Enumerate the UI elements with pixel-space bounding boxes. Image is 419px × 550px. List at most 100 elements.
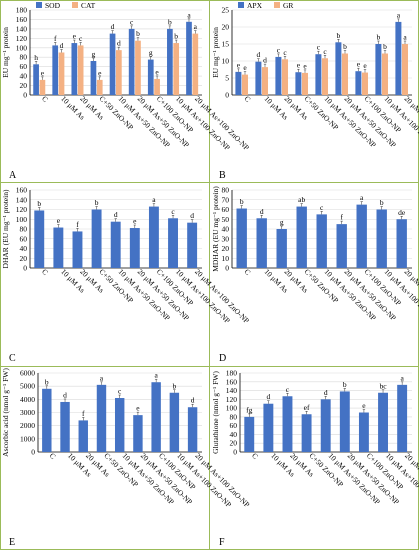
bar (358, 412, 369, 452)
significance-label: b (172, 381, 176, 390)
bar (402, 44, 408, 95)
bar (154, 78, 160, 95)
y-tick-label: 80 (230, 412, 238, 421)
y-tick-label: 6000 (20, 369, 35, 378)
significance-label: ab (298, 195, 305, 204)
bar (315, 54, 322, 95)
significance-label: f (340, 213, 343, 222)
bar (114, 398, 125, 452)
bar (96, 79, 103, 95)
legend-label: CAT (81, 1, 96, 10)
bar (397, 384, 408, 452)
y-tick-label: 160 (226, 377, 238, 386)
significance-label: c (320, 203, 324, 212)
significance-label: e (363, 61, 367, 70)
bar (275, 56, 282, 95)
bar (133, 415, 143, 452)
significance-label: a (397, 10, 401, 19)
y-tick-label: 10 (222, 57, 230, 66)
bar (60, 401, 70, 452)
bar (356, 204, 367, 268)
bar (262, 67, 268, 95)
y-axis-label: Ascorbic acid (nmol g⁻¹ FW) (1, 368, 10, 457)
significance-label: b (377, 33, 381, 42)
y-tick-label: 60 (230, 421, 238, 430)
x-tick-label: C (243, 267, 253, 277)
significance-label: d (117, 39, 121, 48)
legend-swatch (238, 2, 244, 8)
bar (109, 33, 116, 95)
significance-label: a (100, 373, 104, 382)
y-tick-label: 70 (222, 195, 230, 204)
y-tick-label: 60 (20, 62, 28, 71)
bar (110, 221, 121, 268)
bar (263, 403, 274, 452)
y-tick-label: 120 (16, 205, 28, 214)
y-tick-label: 0 (233, 448, 237, 457)
significance-label: e (297, 61, 301, 70)
significance-label: b (136, 29, 140, 38)
y-axis-label: EU mg⁻¹ protein (1, 27, 10, 78)
bar (71, 43, 78, 95)
bar (375, 44, 382, 95)
y-tick-label: 140 (16, 195, 28, 204)
bar (42, 388, 52, 452)
bar (52, 45, 59, 95)
significance-label: d (263, 56, 267, 65)
y-tick-label: 80 (222, 186, 230, 195)
significance-label: b (174, 32, 178, 41)
y-tick-label: 0 (225, 91, 229, 100)
panel-label: A (9, 170, 17, 181)
y-tick-label: 0 (225, 264, 229, 273)
significance-label: d (260, 207, 264, 216)
significance-label: c (286, 385, 290, 394)
bar (33, 64, 39, 95)
significance-label: a (194, 22, 198, 31)
significance-label: d (324, 388, 328, 397)
bar (376, 209, 387, 268)
bar (186, 21, 192, 95)
significance-label: b (343, 42, 347, 51)
significance-label: de (398, 208, 406, 217)
bar (169, 392, 180, 452)
x-tick-label: C (250, 451, 260, 461)
y-tick-label: 180 (226, 369, 238, 378)
significance-label: d (266, 392, 270, 401)
bar (192, 33, 199, 95)
significance-label: b (45, 377, 49, 386)
y-axis-label: EU mg⁻¹ protein (211, 27, 220, 78)
significance-label: c (130, 17, 134, 26)
bar (167, 28, 173, 96)
bar (395, 21, 402, 95)
bar (355, 71, 362, 95)
bar (168, 218, 178, 268)
bar (339, 391, 350, 452)
bar (128, 28, 135, 96)
significance-label: h (34, 53, 38, 62)
significance-label: d (111, 22, 115, 31)
panel-label: C (9, 353, 16, 364)
y-tick-label: 15 (222, 40, 230, 49)
significance-label: f (82, 409, 85, 418)
y-tick-label: 40 (230, 430, 238, 439)
bar (39, 79, 46, 95)
bar (322, 58, 328, 95)
panel-label: F (219, 537, 225, 548)
y-tick-label: 5000 (20, 382, 35, 391)
y-tick-label: 80 (20, 225, 28, 234)
significance-label: c (283, 48, 287, 57)
bar (396, 219, 407, 268)
significance-label: a (400, 373, 404, 382)
significance-label: a (187, 10, 191, 19)
y-tick-label: 0 (23, 264, 27, 273)
bar (256, 218, 267, 268)
y-axis-label: DHAR (EU mg⁻¹ protein) (1, 189, 10, 268)
bar (187, 407, 198, 452)
bar (362, 72, 368, 95)
bar (335, 42, 342, 95)
y-axis-label: MDHAR (EU mg⁻¹ protein) (211, 186, 220, 272)
y-tick-label: 10 (222, 254, 230, 263)
significance-label: g (280, 218, 284, 227)
